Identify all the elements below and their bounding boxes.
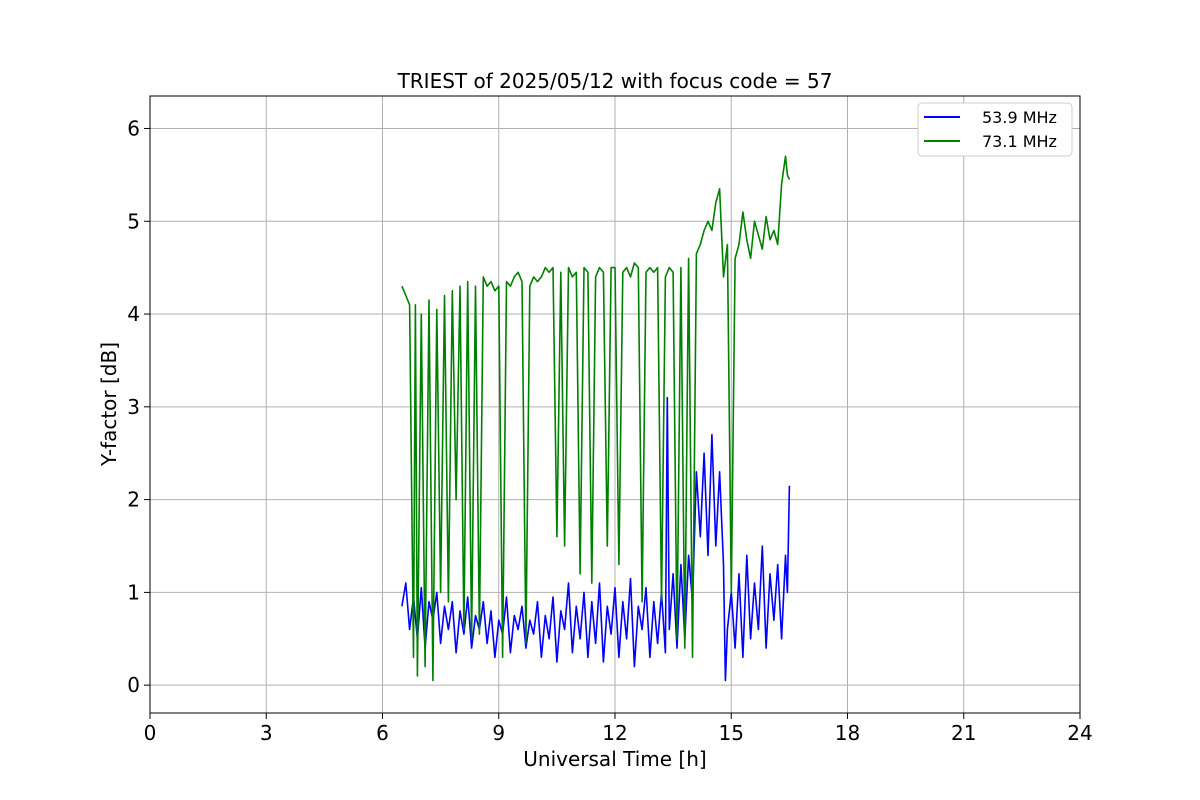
x-tick-label: 0 (144, 721, 157, 745)
y-tick-label: 5 (127, 209, 140, 233)
series-layer (401, 155, 791, 682)
x-tick-label: 15 (719, 721, 744, 745)
x-tick-label: 9 (492, 721, 505, 745)
y-tick-label: 3 (127, 395, 140, 419)
y-tick-label: 6 (127, 116, 140, 140)
x-tick-label: 24 (1067, 721, 1092, 745)
y-tick-label: 2 (127, 488, 140, 512)
x-tick-label: 18 (835, 721, 860, 745)
legend-label-53-9: 53.9 MHz (982, 108, 1057, 127)
y-axis-label: Y-factor [dB] (97, 342, 121, 467)
legend: 53.9 MHz 73.1 MHz (917, 102, 1073, 157)
x-tick-label: 21 (951, 721, 976, 745)
y-tick-label: 0 (127, 673, 140, 697)
y-tick-label: 4 (127, 302, 140, 326)
y-tick-label: 1 (127, 580, 140, 604)
x-tick-label: 3 (260, 721, 273, 745)
x-tick-label: 12 (602, 721, 627, 745)
x-tick-label: 6 (376, 721, 389, 745)
legend-label-73-1: 73.1 MHz (982, 132, 1057, 151)
series-line-73-1-mhz (401, 155, 791, 682)
chart-title: TRIEST of 2025/05/12 with focus code = 5… (397, 69, 833, 93)
series-line-53-9-mhz (401, 396, 791, 682)
x-axis-label: Universal Time [h] (523, 747, 706, 771)
